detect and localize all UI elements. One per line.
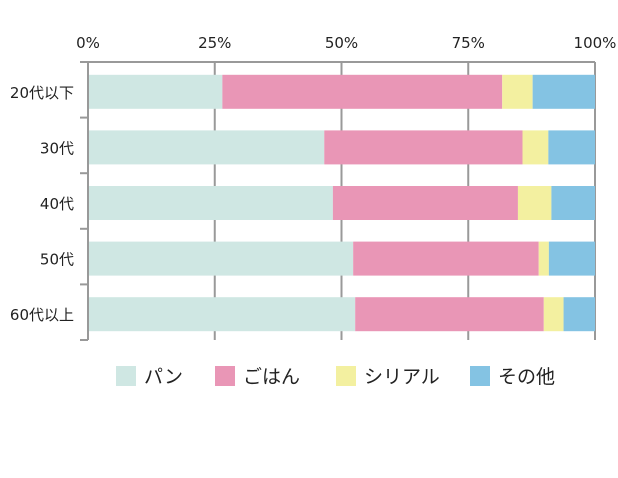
y-category-label: 20代以下: [10, 84, 74, 102]
bar-segment: [538, 241, 549, 276]
bar-segment: [548, 130, 595, 165]
y-category-label: 40代: [40, 195, 74, 213]
legend-label: シリアル: [364, 366, 440, 388]
bar-segment: [88, 297, 356, 332]
x-tick-label: 50%: [325, 34, 358, 52]
y-category-label: 60代以上: [10, 306, 74, 324]
bar-segment: [332, 186, 518, 220]
legend-swatch: [215, 366, 235, 386]
bar-segment: [222, 74, 503, 109]
bar-segment: [353, 241, 539, 276]
bar-segment: [551, 186, 595, 220]
y-category-label: 50代: [40, 251, 74, 269]
x-tick-label: 25%: [198, 34, 231, 52]
bar-segment: [355, 297, 544, 332]
bar-segment: [324, 130, 523, 165]
bar-segment: [88, 130, 325, 165]
bar-segment: [502, 74, 533, 109]
legend-swatch: [336, 366, 356, 386]
legend-label: パン: [144, 366, 183, 388]
x-tick-label: 0%: [76, 34, 100, 52]
bar-segment: [548, 241, 595, 276]
bar-segment: [522, 130, 549, 165]
bar-segment: [543, 297, 564, 332]
bar-segment: [88, 74, 223, 109]
bar-segment: [517, 186, 552, 220]
legend-label: その他: [498, 366, 555, 388]
bar-segment: [88, 186, 333, 220]
legend-swatch: [116, 366, 136, 386]
legend-swatch: [470, 366, 490, 386]
bar-segment: [88, 241, 354, 276]
y-category-label: 30代: [40, 139, 74, 157]
x-tick-label: 75%: [452, 34, 485, 52]
bar-segment: [532, 74, 595, 109]
x-tick-label: 100%: [574, 34, 617, 52]
bar-segment: [563, 297, 595, 332]
legend-label: ごはん: [243, 366, 300, 388]
